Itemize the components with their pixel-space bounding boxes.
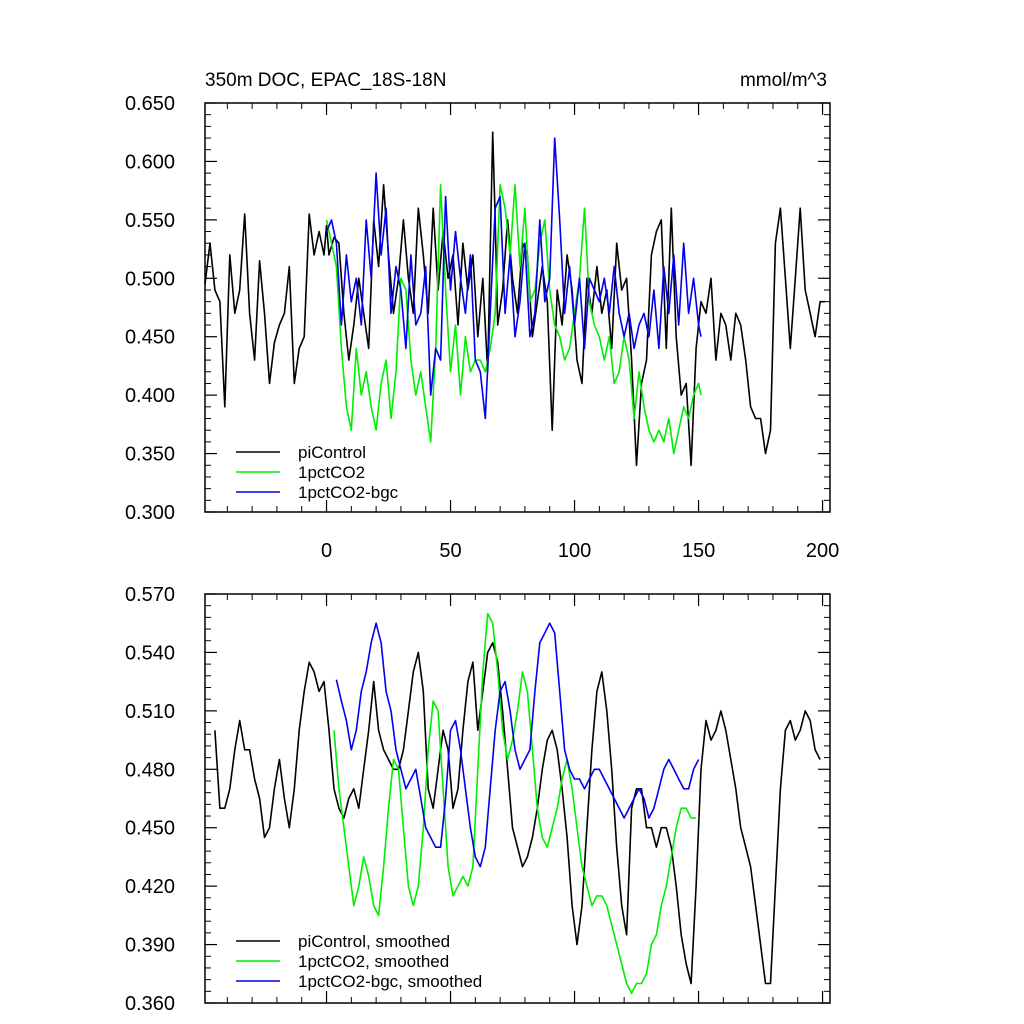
- bottom-ytick-label: 0.420: [125, 876, 175, 898]
- legend-label-1pctco2: 1pctCO2: [298, 463, 365, 482]
- top-ytick-label: 0.650: [125, 93, 175, 115]
- bottom-ytick-label: 0.540: [125, 642, 175, 664]
- bottom-series-line-1: [333, 612, 697, 995]
- top-ytick-label: 0.600: [125, 151, 175, 173]
- top-ytick-label: 0.550: [125, 210, 175, 232]
- top-plot-frame: [204, 102, 831, 513]
- bottom-ytick-label: 0.390: [125, 935, 175, 957]
- legend-label-picontrol-smoothed: piControl, smoothed: [298, 932, 450, 951]
- top-xtick-label: 0: [321, 540, 332, 562]
- bottom-ytick-label: 0.360: [125, 993, 175, 1015]
- bottom-plot-frame: [204, 593, 831, 1004]
- top-panel: 350m DOC, EPAC_18S-18N mmol/m^3 0.6500.6…: [125, 70, 839, 562]
- top-ytick-label: 0.300: [125, 502, 175, 524]
- bottom-ytick-label: 0.480: [125, 759, 175, 781]
- top-xtick-label: 50: [439, 540, 461, 562]
- top-series-line-0: [204, 131, 825, 467]
- bottom-panel: 0.570 0.540 0.510 0.480 0.450 0.420 0.390 0.360…: [125, 584, 831, 1015]
- top-legend: piControl 1pctCO2 1pctCO2-bgc: [236, 443, 399, 502]
- top-panel-title: 350m DOC, EPAC_18S-18N: [205, 70, 446, 91]
- legend-label-1pctco2-bgc: 1pctCO2-bgc: [298, 483, 399, 502]
- bottom-axis-ticks: 0.570 0.540 0.510 0.480 0.450 0.420 0.390 0.360: [125, 584, 830, 1015]
- top-panel-units: mmol/m^3: [740, 70, 827, 91]
- legend-label-1pctco2-bgc-smoothed: 1pctCO2-bgc, smoothed: [298, 972, 482, 991]
- top-ytick-label: 0.450: [125, 327, 175, 349]
- bottom-legend: piControl, smoothed 1pctCO2, smoothed 1p…: [236, 932, 482, 991]
- top-xtick-label: 150: [682, 540, 715, 562]
- top-ytick-label: 0.500: [125, 268, 175, 290]
- legend-label-1pctco2-smoothed: 1pctCO2, smoothed: [298, 952, 449, 971]
- bottom-ytick-label: 0.450: [125, 818, 175, 840]
- bottom-series-line-2: [335, 622, 700, 868]
- top-series-line-2: [325, 137, 702, 420]
- top-axis-ticks: 0.650 0.600 0.550 0.500 0.450 0.400 0.350 0.300…: [125, 93, 839, 562]
- bottom-ytick-label: 0.570: [125, 584, 175, 606]
- legend-label-picontrol: piControl: [298, 443, 366, 462]
- bottom-ytick-label: 0.510: [125, 701, 175, 723]
- top-xtick-label: 200: [806, 540, 839, 562]
- top-series-line-1: [325, 184, 702, 455]
- top-ytick-label: 0.350: [125, 444, 175, 466]
- top-ytick-label: 0.400: [125, 385, 175, 407]
- top-series-group: [204, 131, 825, 467]
- bottom-series-line-0: [214, 641, 821, 985]
- top-xtick-label: 100: [558, 540, 591, 562]
- bottom-series-group: [214, 612, 821, 995]
